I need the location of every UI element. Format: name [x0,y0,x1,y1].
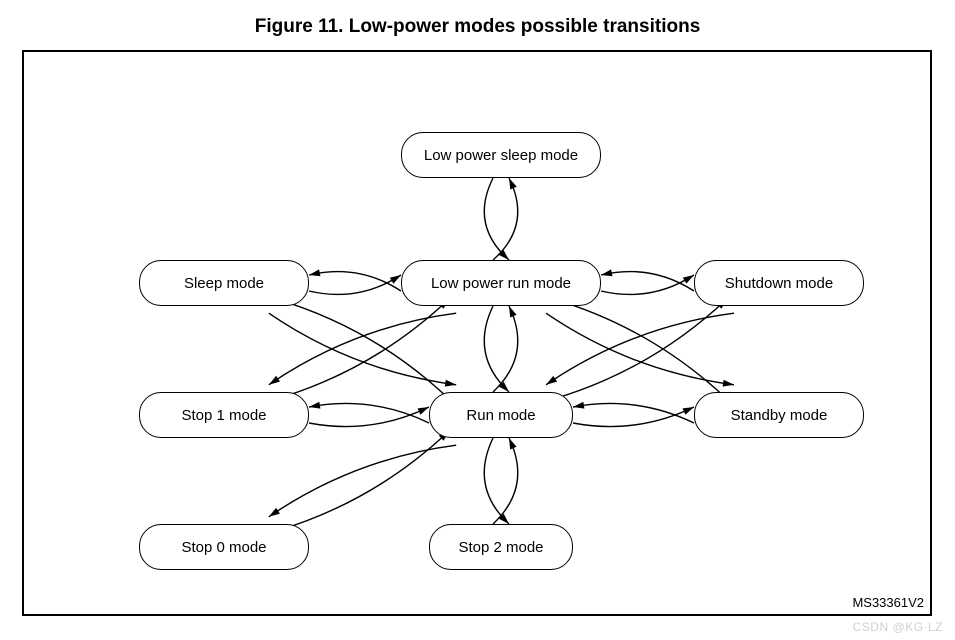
node-shutdown: Shutdown mode [694,260,864,306]
edge-lprun-standby [546,299,734,399]
edge-lprun-run [484,306,517,392]
edge-lpsleep-lprun [484,178,517,260]
edge-stop1-run [309,402,429,427]
node-lpsleep: Low power sleep mode [401,132,601,178]
edge-run-stop2 [484,438,517,524]
node-lprun: Low power run mode [401,260,601,306]
watermark: CSDN @KG·LZ [853,620,943,634]
edge-sleep-run [269,299,456,399]
edge-run-shutdown [546,299,734,399]
node-stop1: Stop 1 mode [139,392,309,438]
figure-title: Figure 11. Low-power modes possible tran… [0,16,955,38]
edge-lprun-shutdown [601,269,694,294]
edge-stop0-run [269,431,456,531]
edge-stop1-lprun [269,299,456,399]
node-sleep: Sleep mode [139,260,309,306]
node-standby: Standby mode [694,392,864,438]
edge-run-standby [573,402,694,427]
page: Figure 11. Low-power modes possible tran… [0,0,955,640]
diagram-frame: MS33361V2 Low power sleep mode Sleep mode… [22,50,932,616]
node-run: Run mode [429,392,573,438]
node-stop0: Stop 0 mode [139,524,309,570]
node-stop2: Stop 2 mode [429,524,573,570]
doc-id: MS33361V2 [852,595,924,610]
edge-sleep-lprun [309,269,401,294]
